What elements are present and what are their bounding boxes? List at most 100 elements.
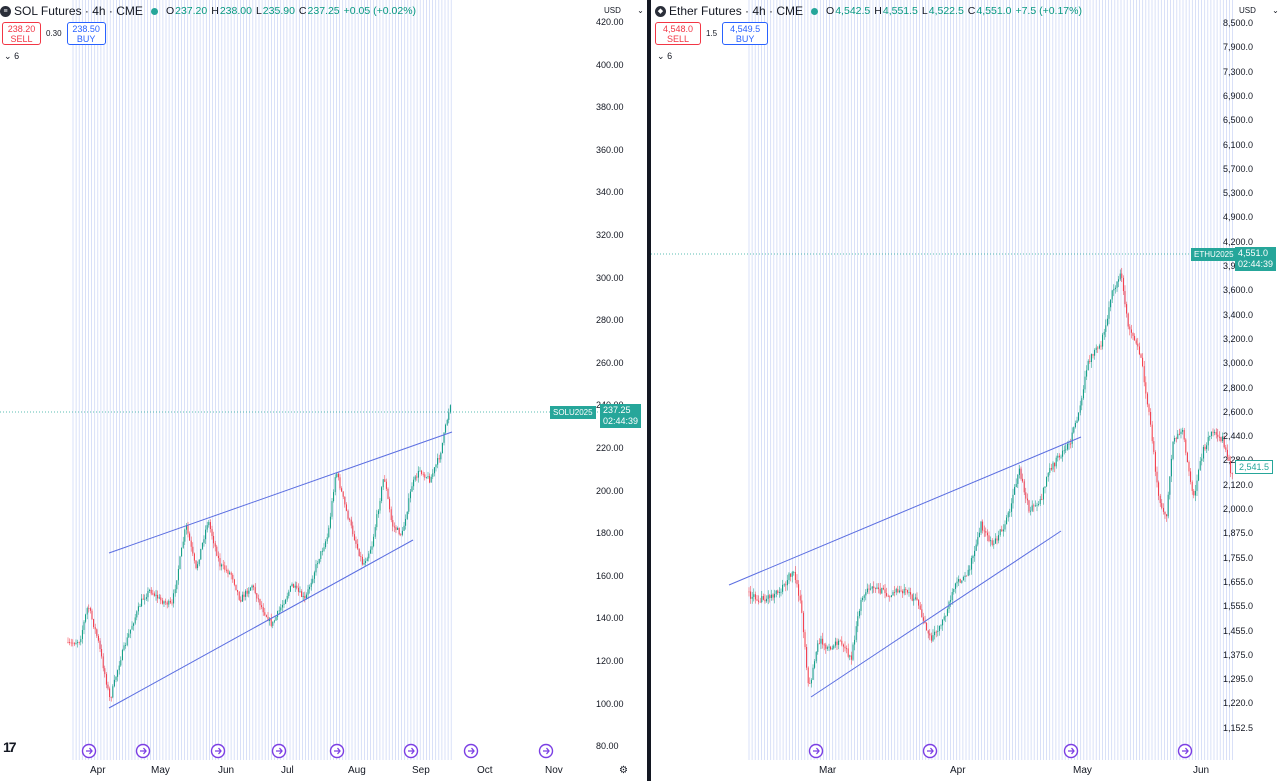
- sol-chart-panel[interactable]: ≡ SOL Futures · 4h · CME O237.20 H238.00…: [0, 0, 647, 781]
- candle-body: [371, 546, 373, 550]
- candle-body: [1183, 430, 1185, 440]
- eth-currency-selector[interactable]: USD ⌄: [1239, 6, 1279, 15]
- price-axis-label: 1,655.0: [1223, 576, 1254, 587]
- eth-trade-box: 4,548.0 SELL 1.5 4,549.5 BUY: [655, 22, 769, 45]
- candle-body: [366, 558, 368, 562]
- candle-body: [181, 547, 183, 557]
- candle-body: [786, 580, 788, 586]
- eth-symbol-title[interactable]: Ether Futures · 4h · CME: [669, 4, 804, 18]
- candle-body: [761, 596, 763, 602]
- candle-body: [88, 608, 90, 609]
- candle-body: [806, 647, 808, 668]
- candle-body: [801, 600, 803, 613]
- sol-buy-label: BUY: [76, 33, 96, 44]
- candle-body: [1207, 436, 1209, 446]
- candle-body: [409, 491, 411, 499]
- price-axis-label: 360.00: [596, 144, 624, 155]
- candle-body: [1028, 500, 1030, 512]
- candle-body: [112, 686, 114, 698]
- candle-body: [433, 467, 435, 474]
- sol-sell-button[interactable]: 238.20 SELL: [2, 22, 41, 45]
- candle-body: [142, 598, 144, 600]
- candle-body: [769, 595, 771, 598]
- candle-body: [838, 640, 840, 645]
- candle-body: [281, 604, 283, 608]
- candle-body: [117, 670, 119, 677]
- candle-body: [886, 593, 888, 596]
- candle-body: [310, 582, 312, 587]
- candle-body: [857, 616, 859, 627]
- eth-sell-button[interactable]: 4,548.0 SELL: [655, 22, 701, 45]
- candle-body: [850, 655, 852, 660]
- sol-currency-selector[interactable]: USD ⌄: [604, 6, 644, 15]
- candle-body: [1073, 427, 1075, 433]
- ether-icon: ◆: [655, 5, 666, 17]
- candle-body: [831, 648, 833, 650]
- candle-body: [945, 615, 947, 617]
- candle-body: [261, 605, 263, 608]
- candle-body: [1113, 289, 1115, 291]
- candle-body: [115, 676, 117, 680]
- candle-body: [1159, 495, 1161, 504]
- candle-body: [411, 486, 413, 492]
- candle-body: [897, 588, 899, 593]
- candle-body: [1194, 490, 1196, 496]
- candle-body: [102, 656, 104, 669]
- candle-body: [814, 661, 816, 668]
- settings-gear-icon[interactable]: ⚙: [619, 765, 628, 776]
- sol-buy-button[interactable]: 238.50 BUY: [66, 22, 106, 45]
- eth-indicators-toggle[interactable]: ⌄ 6: [657, 51, 672, 62]
- candle-body: [778, 592, 780, 593]
- panel-divider[interactable]: [647, 0, 651, 781]
- sol-indicators-toggle[interactable]: ⌄ 6: [4, 51, 19, 62]
- candle-body: [233, 579, 235, 585]
- candle-body: [815, 651, 817, 662]
- candle-body: [149, 589, 151, 591]
- tradingview-logo-icon[interactable]: 17: [3, 739, 17, 755]
- eth-last-price: 4,551.0: [1238, 248, 1269, 258]
- candle-body: [990, 540, 992, 542]
- candle-body: [847, 648, 849, 657]
- sol-change: +0.05 (+0.02%): [343, 5, 417, 17]
- eth-chart-canvas[interactable]: [651, 0, 1280, 781]
- candle-body: [1103, 331, 1105, 335]
- candle-body: [977, 537, 979, 545]
- candle-body: [1055, 457, 1057, 467]
- eth-buy-button[interactable]: 4,549.5 BUY: [722, 22, 769, 45]
- candle-body: [910, 592, 912, 595]
- candle-body: [165, 601, 167, 603]
- candle-body: [189, 533, 191, 541]
- candle-body: [329, 516, 331, 528]
- candle-body: [1049, 468, 1051, 473]
- price-axis-label: 160.00: [596, 570, 624, 581]
- candle-body: [89, 608, 91, 611]
- candle-body: [253, 585, 255, 588]
- candle-body: [1100, 345, 1102, 347]
- event-arrow-icon: [927, 747, 934, 755]
- candle-body: [871, 586, 873, 589]
- candle-body: [123, 645, 125, 651]
- candle-body: [174, 589, 176, 594]
- candle-body: [887, 595, 889, 597]
- candle-body: [874, 588, 876, 589]
- candle-body: [129, 629, 131, 634]
- candle-body: [823, 644, 825, 646]
- candle-body: [988, 535, 990, 542]
- sol-symbol-title[interactable]: SOL Futures · 4h · CME: [14, 4, 143, 18]
- candle-body: [940, 625, 942, 627]
- sol-legend-header: ≡ SOL Futures · 4h · CME O237.20 H238.00…: [0, 3, 416, 19]
- price-axis-label: 1,375.0: [1223, 649, 1254, 660]
- candle-body: [441, 442, 443, 454]
- candle-body: [381, 487, 383, 501]
- market-open-icon: [150, 7, 158, 15]
- candle-body: [951, 592, 953, 601]
- candle-body: [241, 594, 243, 602]
- eth-chart-panel[interactable]: ◆ Ether Futures · 4h · CME O4,542.5 H4,5…: [651, 0, 1280, 781]
- sol-chart-canvas[interactable]: [0, 0, 647, 781]
- candle-body: [401, 530, 403, 535]
- price-axis-label: 1,875.0: [1223, 528, 1254, 539]
- candle-body: [449, 405, 451, 413]
- price-axis-label: 3,200.0: [1223, 333, 1254, 344]
- candle-body: [325, 541, 327, 548]
- candle-body: [270, 618, 272, 626]
